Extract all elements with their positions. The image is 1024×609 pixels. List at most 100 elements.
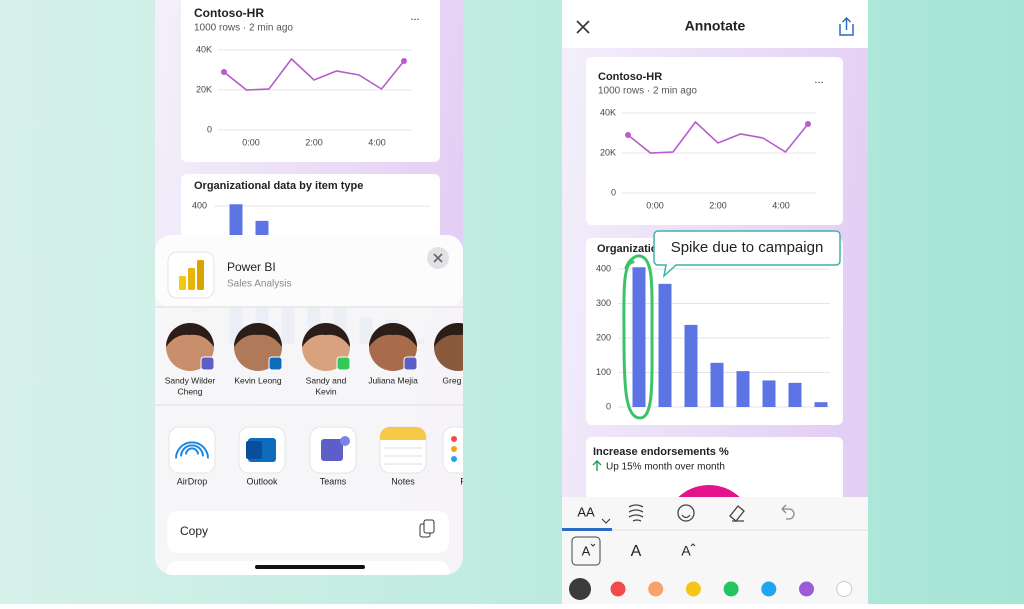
reminder-dot — [451, 446, 457, 452]
contact-name: Cheng — [177, 386, 202, 396]
reminder-dot — [451, 436, 457, 442]
color-swatch[interactable] — [799, 581, 814, 597]
badge — [268, 356, 283, 371]
bar — [658, 283, 672, 407]
screen-title: Annotate — [685, 18, 746, 34]
y-tick-label: 300 — [596, 298, 611, 308]
pen-icon[interactable] — [628, 504, 644, 522]
color-swatch[interactable] — [685, 581, 701, 597]
avatar-hair — [234, 323, 282, 347]
menu[interactable]: ... — [814, 74, 823, 86]
y-tick-label: 400 — [596, 263, 611, 273]
action-row[interactable] — [167, 511, 449, 553]
bar — [684, 324, 698, 407]
contact-name: Sandy Wilder — [165, 375, 216, 385]
close-icon — [433, 253, 443, 263]
outlook-o — [246, 441, 262, 459]
y-tick-label: 400 — [192, 200, 207, 210]
line — [223, 57, 405, 91]
ink-annotation — [622, 254, 654, 420]
teams-mark — [321, 439, 343, 461]
x-tick-label: 2:00 — [305, 137, 323, 147]
kpi-title: Increase endorsements % — [593, 446, 729, 458]
copy-icon — [423, 519, 435, 534]
badge — [336, 356, 351, 371]
kpi-subtitle: Up 15% month over month — [606, 462, 725, 473]
bar — [632, 267, 646, 407]
app-name: Power BI — [227, 260, 276, 274]
app-icon[interactable] — [168, 426, 216, 474]
avatar-hair — [302, 323, 350, 347]
toolbar — [562, 497, 868, 609]
callout — [653, 230, 841, 279]
undo-icon[interactable] — [781, 504, 795, 520]
color-swatch[interactable] — [761, 581, 777, 597]
bar — [710, 362, 724, 407]
icon-bar — [179, 276, 186, 290]
end-point — [805, 121, 811, 127]
notes-top — [380, 427, 426, 440]
app-label: Notes — [391, 476, 415, 486]
size-option[interactable]: A — [681, 543, 691, 559]
x-tick-label: 0:00 — [646, 200, 664, 210]
contact-name: Kevin Leong — [234, 375, 282, 385]
card-subtitle: 1000 rows · 2 min ago — [194, 23, 293, 34]
app-label: Outlook — [246, 476, 278, 486]
card-title: Contoso-HR — [598, 71, 662, 83]
x-tick-label: 2:00 — [709, 200, 727, 210]
sheet-header — [155, 235, 463, 307]
color-swatch[interactable] — [610, 581, 626, 597]
action-row — [167, 561, 449, 575]
color-swatch[interactable] — [723, 581, 739, 597]
y-tick-label: 0 — [606, 401, 611, 411]
eraser-icon[interactable] — [729, 505, 745, 522]
app-subtitle: Sales Analysis — [227, 279, 291, 290]
line — [627, 120, 809, 154]
line-chart: 0 20K 40K 0:00 2:00 4:00 — [600, 107, 816, 210]
y-tick-label: 40K — [600, 107, 616, 117]
menu[interactable]: ... — [410, 11, 419, 23]
share-sheet: Power BI Sales Analysis Sandy WilderChen… — [155, 235, 472, 575]
x-tick-label: 4:00 — [772, 200, 790, 210]
chevron — [601, 518, 611, 524]
palette — [569, 578, 853, 600]
size-caret — [690, 543, 696, 547]
airdrop-ring — [180, 444, 204, 457]
color-swatch[interactable] — [836, 581, 853, 597]
y-tick-label: 20K — [600, 147, 616, 157]
size-selected[interactable] — [571, 536, 601, 566]
badge — [200, 356, 215, 371]
size-option[interactable]: A — [582, 543, 591, 558]
emoji-icon[interactable] — [677, 504, 695, 522]
teams-head — [340, 436, 350, 446]
size-caret — [590, 543, 596, 547]
color-swatch[interactable] — [648, 581, 664, 597]
end-point — [221, 69, 227, 75]
close-icon[interactable] — [576, 20, 590, 34]
badge — [403, 356, 418, 371]
end-point — [401, 58, 407, 64]
apps: AirDrop Outlook Teams Notes Re — [168, 426, 472, 486]
color-swatch[interactable] — [569, 578, 591, 600]
bar — [736, 371, 750, 407]
home-indicator — [255, 565, 365, 569]
size-option[interactable]: A — [631, 543, 642, 560]
emoji-mouth — [681, 514, 691, 519]
bar — [814, 402, 828, 407]
tool-text[interactable]: AA — [577, 504, 595, 519]
card-title: Contoso-HR — [194, 6, 264, 20]
y-tick-label: 100 — [596, 367, 611, 377]
icon-bar — [197, 260, 204, 290]
line-chart: 0 20K 40K 0:00 2:00 4:00 — [196, 44, 412, 147]
y-tick-label: 0 — [611, 187, 616, 197]
avatar-hair — [369, 323, 417, 347]
app-label: Re — [460, 476, 472, 486]
app-label: AirDrop — [177, 476, 208, 486]
share-icon[interactable] — [839, 16, 854, 36]
airdrop-ring — [175, 441, 209, 459]
icon-bar — [188, 268, 195, 290]
